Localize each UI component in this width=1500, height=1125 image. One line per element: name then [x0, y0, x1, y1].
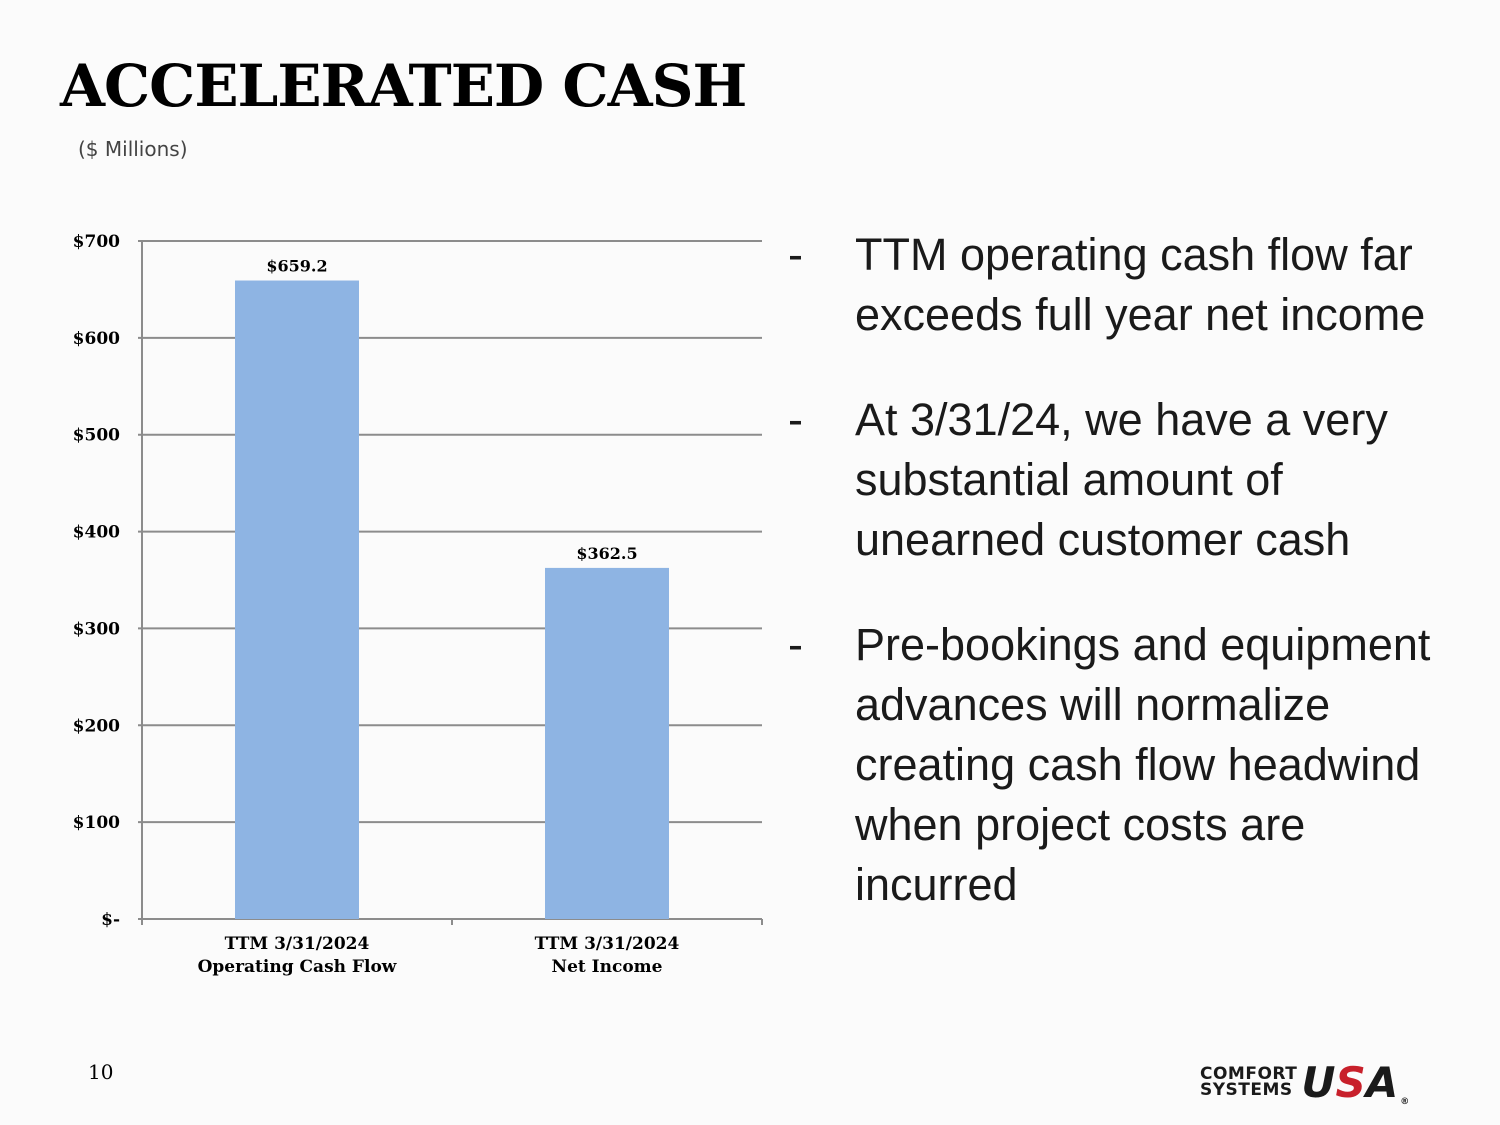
y-tick-label: $700	[73, 232, 120, 252]
y-tick-label: $600	[73, 329, 120, 349]
bullet-marker: -	[788, 394, 803, 445]
logo-line2: SYSTEMS	[1200, 1080, 1293, 1100]
page-number: 10	[88, 1060, 114, 1084]
logo-registered-mark: ®	[1400, 1096, 1410, 1107]
y-tick-label: $100	[73, 813, 120, 833]
bar-chart: $- $100 $200 $300 $400 $500 $600 $700 $659.2 TTM …	[73, 232, 763, 977]
data-label: $659.2	[266, 257, 327, 276]
logo-letter-s: S	[1335, 1057, 1366, 1107]
bullet-list: - TTM operating cash flow far exceeds fu…	[780, 225, 1480, 960]
logo-letter-u: U	[1301, 1057, 1336, 1107]
logo-wordmark: COMFORT SYSTEMS	[1200, 1064, 1298, 1100]
bullet-text: Pre-bookings and equipment advances will…	[855, 619, 1431, 910]
bullet-item: - At 3/31/24, we have a very substantial…	[780, 390, 1480, 570]
bullet-item: - TTM operating cash flow far exceeds fu…	[780, 225, 1480, 345]
x-category-label: Net Income	[552, 957, 663, 977]
logo-line1: COMFORT	[1200, 1064, 1298, 1084]
company-logo: COMFORT SYSTEMS U S A ®	[1200, 1058, 1460, 1107]
bullet-item: - Pre-bookings and equipment advances wi…	[780, 615, 1480, 915]
logo-letter-a: A	[1365, 1057, 1399, 1107]
y-tick-label: $300	[73, 619, 120, 639]
bullet-text: TTM operating cash flow far exceeds full…	[855, 229, 1426, 340]
y-tick-label: $-	[101, 910, 120, 930]
bar	[545, 567, 669, 919]
y-tick-label: $500	[73, 426, 120, 446]
bullet-marker: -	[788, 229, 803, 280]
bullet-marker: -	[788, 619, 803, 670]
x-category-label: TTM 3/31/2024	[225, 934, 370, 954]
y-tick-label: $200	[73, 716, 120, 736]
data-label: $362.5	[576, 544, 637, 563]
logo-usa-mark: U S A ®	[1301, 1058, 1409, 1107]
slide-title: ACCELERATED CASH	[60, 52, 747, 120]
x-category-label: TTM 3/31/2024	[535, 934, 680, 954]
y-tick-label: $400	[73, 523, 120, 543]
x-category-label: Operating Cash Flow	[198, 957, 397, 977]
bar	[235, 280, 359, 919]
bullet-text: At 3/31/24, we have a very substantial a…	[855, 394, 1388, 565]
units-subtitle: ($ Millions)	[78, 137, 188, 161]
